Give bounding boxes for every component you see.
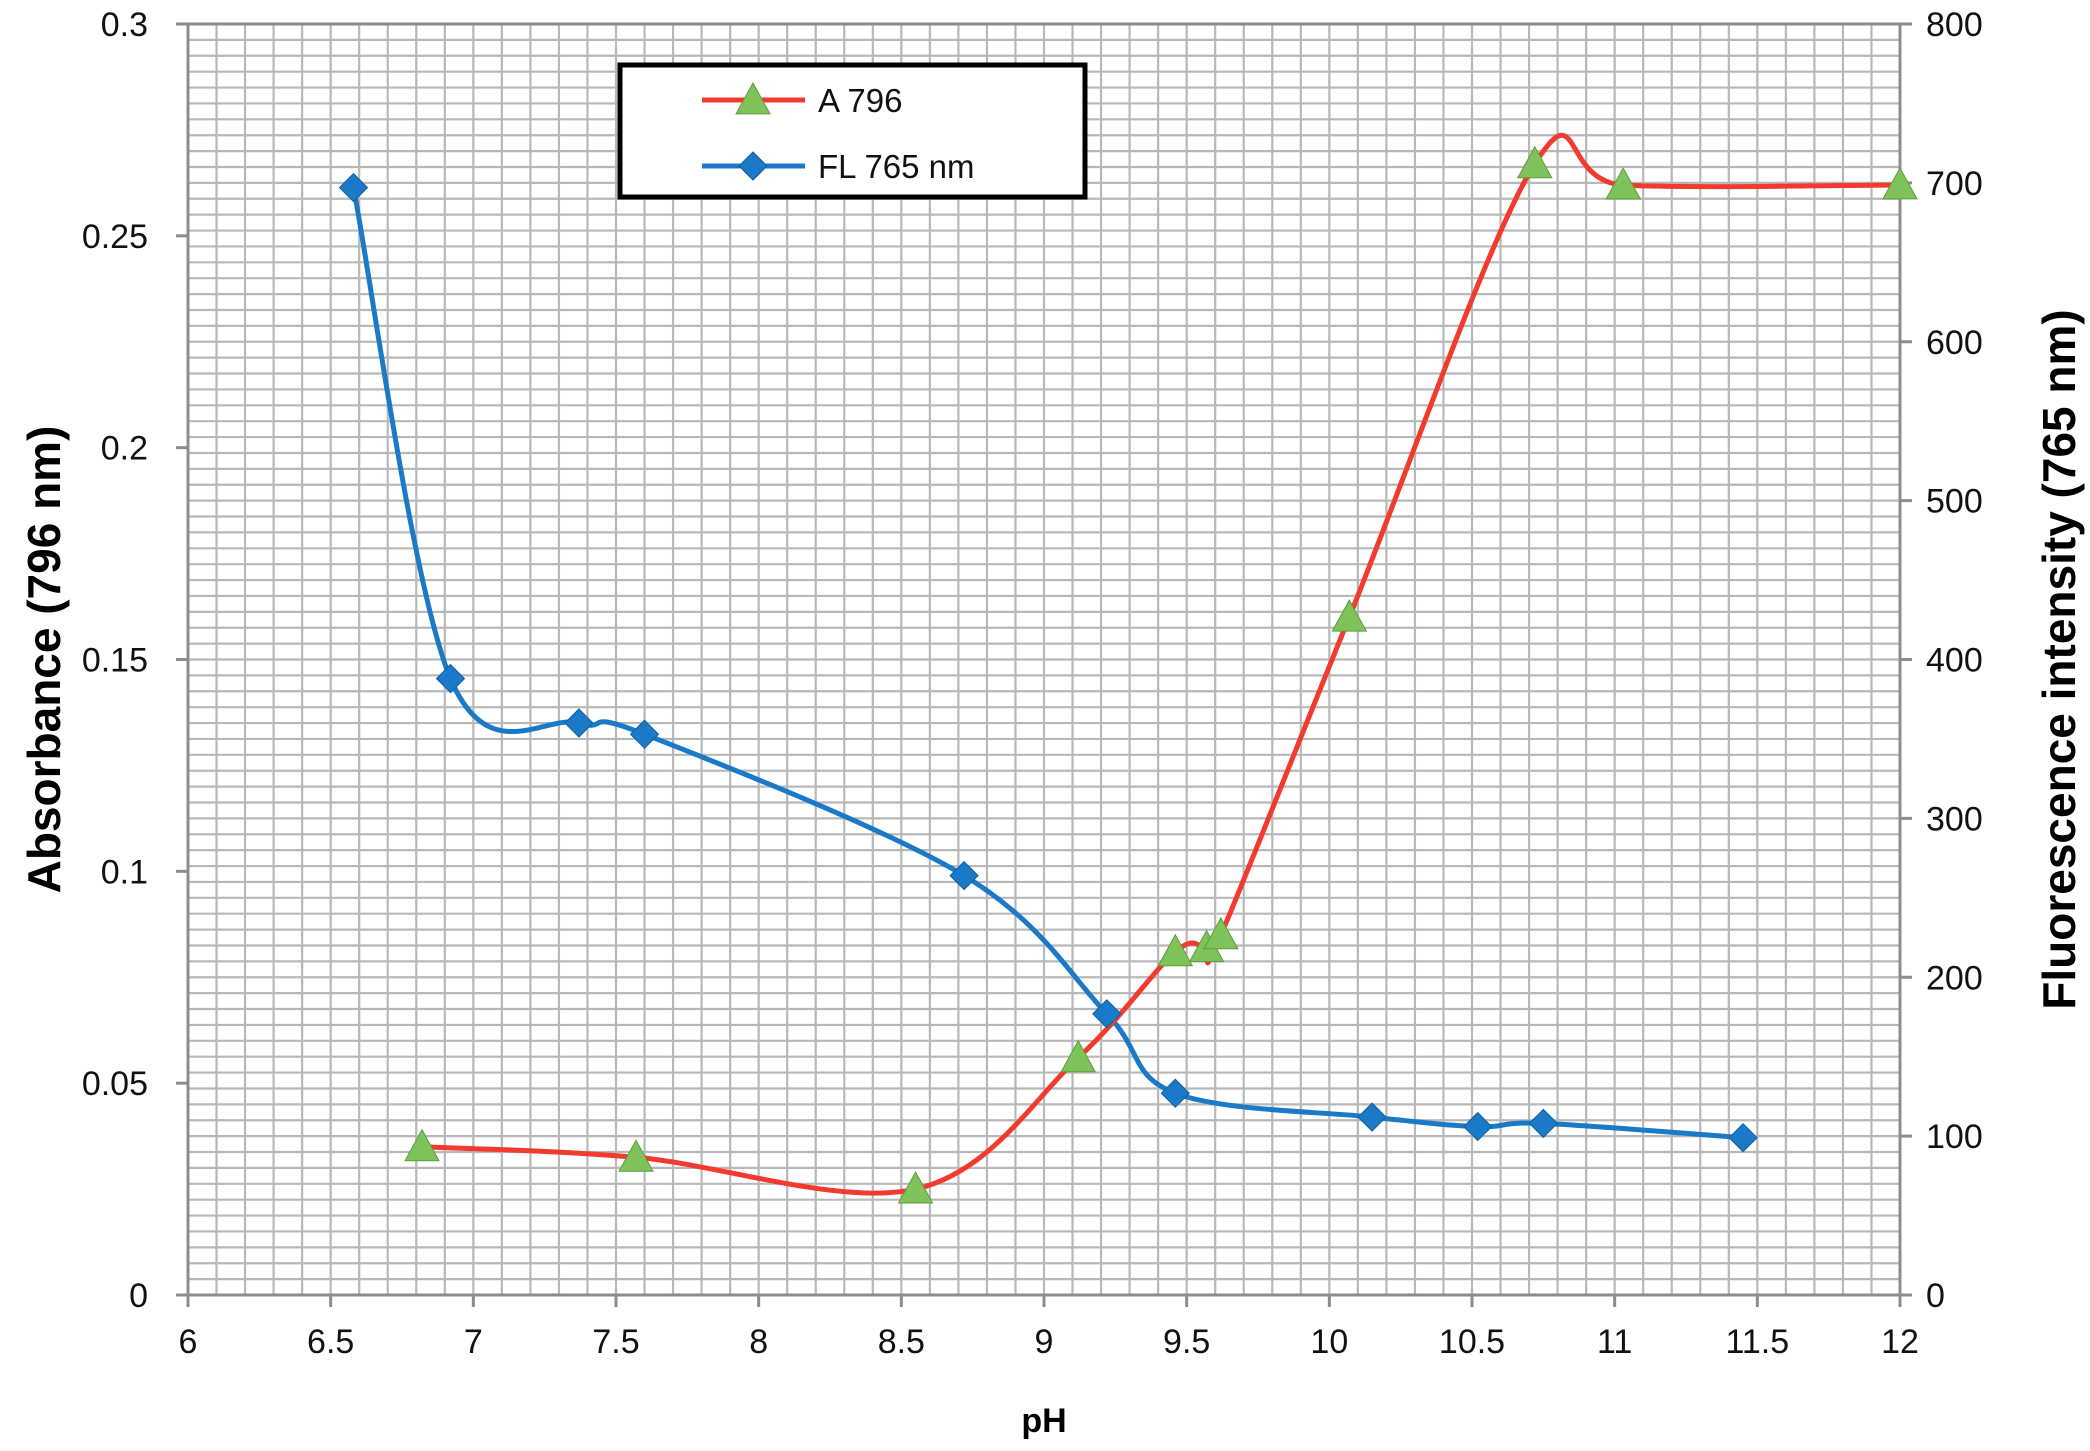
x-tick-label: 10	[1310, 1323, 1348, 1361]
right-y-tick-label: 600	[1926, 324, 1983, 362]
a796-data-point	[1331, 599, 1368, 632]
x-tick-label: 8	[749, 1323, 768, 1361]
fl765-data-point	[564, 708, 594, 738]
x-tick-label: 10.5	[1439, 1323, 1505, 1361]
left-y-axis-title: Absorbance (796 nm)	[18, 426, 70, 894]
x-tick-label: 6	[179, 1323, 198, 1361]
a796-data-point	[1882, 166, 1918, 200]
fl765-data-point	[1357, 1102, 1387, 1132]
a796-data-point	[404, 1128, 440, 1162]
x-tick-label: 11.5	[1726, 1323, 1790, 1361]
x-tick-label: 7.5	[592, 1323, 639, 1361]
left-y-tick-label: 0.25	[82, 218, 148, 256]
legend-label: FL 765 nm	[818, 148, 975, 185]
x-tick-label: 12	[1881, 1323, 1919, 1361]
legend-box	[617, 62, 1088, 200]
legend: A 796 FL 765 nm	[617, 62, 1088, 200]
legend-marker-swatch	[735, 81, 771, 115]
fl765-data-point	[629, 719, 660, 749]
fl765-data-point	[1528, 1108, 1559, 1139]
right-y-axis-title: Fluorescence intensity (765 nm)	[2033, 309, 2085, 1009]
right-y-tick-label: 300	[1926, 800, 1983, 838]
fl765-data-point	[1092, 999, 1122, 1029]
left-y-tick-label: 0.3	[101, 6, 148, 44]
fl765-data-point	[1160, 1078, 1191, 1108]
left-y-tick-label: 0.1	[101, 853, 148, 891]
x-tick-label: 11	[1597, 1323, 1632, 1361]
right-y-tick-label: 200	[1926, 959, 1983, 997]
left-y-tick-label: 0.15	[82, 642, 148, 680]
x-tick-label: 6.5	[307, 1323, 354, 1361]
axis-titles: pH Absorbance (796 nm) Fluorescence inte…	[18, 309, 2085, 1440]
a796-data-point	[1157, 933, 1194, 967]
tick-labels: 6 6.5 7 7.5 8 8.5 9 9.5 10 10.5 11 11.5 1200.050.10.…	[82, 6, 1983, 1361]
left-y-tick-label: 0.2	[101, 430, 148, 468]
x-tick-label: 8.5	[878, 1323, 925, 1361]
x-axis-title: pH	[1021, 1402, 1066, 1440]
x-tick-label: 7	[464, 1323, 483, 1361]
right-y-tick-label: 0	[1926, 1277, 1945, 1315]
fl765-data-point	[1462, 1111, 1493, 1142]
fl765-data-point	[949, 860, 979, 891]
a796-data-point	[618, 1139, 654, 1172]
right-y-tick-label: 800	[1926, 6, 1983, 44]
fl765-data-point	[1728, 1122, 1758, 1153]
a796-data-point	[897, 1171, 934, 1204]
fl765-data-point	[435, 663, 466, 694]
legend-label: A 796	[818, 82, 902, 119]
right-y-tick-label: 400	[1926, 642, 1983, 680]
markers-layer	[338, 145, 1918, 1204]
left-y-tick-label: 0	[129, 1277, 148, 1315]
right-y-tick-label: 700	[1926, 165, 1983, 203]
a796-data-point	[1060, 1039, 1097, 1073]
legend-marker-swatch	[738, 151, 768, 181]
x-tick-label: 9.5	[1163, 1323, 1210, 1361]
a796-data-point	[1203, 916, 1239, 950]
right-y-tick-label: 100	[1926, 1118, 1983, 1156]
x-tick-label: 9	[1035, 1323, 1054, 1361]
right-y-tick-label: 500	[1926, 483, 1983, 521]
a796-data-point	[1605, 166, 1642, 200]
left-y-tick-label: 0.05	[82, 1065, 148, 1103]
a796-data-point	[1516, 145, 1553, 179]
fl765-data-point	[338, 172, 369, 203]
